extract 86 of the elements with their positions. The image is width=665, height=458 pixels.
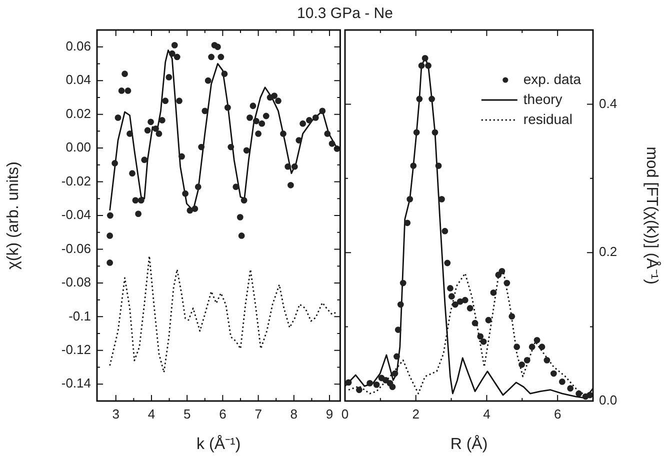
x-tick-label: 6 [554, 406, 562, 422]
point [448, 293, 455, 300]
y2-tick-label: 0.0 [599, 392, 618, 408]
point [504, 280, 510, 286]
point [477, 333, 484, 340]
chart-title: 10.3 GPa - Ne [296, 5, 394, 22]
x-tick-label: 4 [148, 406, 156, 422]
point [508, 313, 516, 320]
point [528, 344, 536, 350]
point [425, 62, 432, 69]
line-series [109, 255, 336, 374]
point [397, 301, 404, 308]
legend-label: exp. data [523, 70, 582, 87]
y2-axis-title: mod [FT(χ(k))] (Å⁻¹) [642, 146, 661, 284]
point [394, 353, 400, 360]
point [538, 344, 546, 350]
y-tick-label: 0.00 [66, 140, 91, 155]
point [435, 162, 442, 169]
point [432, 129, 438, 136]
point [550, 370, 557, 377]
point [452, 301, 458, 308]
point [534, 336, 540, 344]
y-axis-title: χ(k) (arb. units) [5, 162, 22, 270]
point [413, 129, 420, 136]
point [485, 316, 492, 324]
point [410, 162, 417, 169]
point [442, 228, 448, 234]
point [498, 268, 506, 274]
point [544, 356, 550, 364]
x-tick-label: 5 [183, 406, 191, 422]
point [456, 298, 464, 305]
point [524, 356, 530, 364]
point [466, 305, 474, 312]
point [392, 370, 398, 377]
point [444, 260, 451, 266]
point [567, 385, 574, 392]
y-tick-label: -0.06 [61, 240, 91, 256]
x-tick-label: 9 [326, 406, 334, 422]
x-tick-label: 8 [290, 406, 298, 422]
point [518, 361, 525, 368]
point [345, 379, 352, 386]
y-tick-label: -0.04 [61, 207, 91, 222]
y-tick-label: -0.1 [68, 308, 91, 324]
point [462, 296, 468, 304]
point [428, 96, 435, 102]
point [356, 386, 362, 394]
x-tick-label: 0 [341, 406, 349, 422]
y2-tick-label: 0.4 [599, 96, 618, 111]
x-tick-label: 6 [219, 406, 226, 422]
point [382, 377, 389, 384]
point [404, 220, 411, 226]
y-tick-label: -0.08 [61, 274, 91, 290]
point [422, 54, 428, 62]
point [400, 280, 406, 286]
point [438, 196, 445, 202]
legend-label: theory [523, 90, 562, 107]
y-tick-label: -0.14 [61, 376, 91, 391]
y-tick-label: 0.04 [66, 72, 91, 88]
x-tick-label: 7 [254, 406, 262, 422]
point [418, 62, 425, 69]
legend-label: residual [523, 110, 572, 127]
point [447, 285, 454, 292]
point [576, 390, 582, 397]
x-tick-label: 4 [483, 406, 490, 422]
y2-tick-label: 0.2 [599, 244, 618, 260]
y-tick-label: -0.12 [61, 342, 91, 357]
point [514, 344, 520, 350]
point [406, 196, 414, 202]
y-tick-label: -0.02 [61, 173, 91, 188]
point [495, 272, 502, 278]
point [472, 320, 478, 326]
point [586, 392, 593, 398]
point [558, 378, 566, 385]
point [490, 289, 497, 296]
y-tick-label: 0.02 [66, 106, 91, 121]
point [389, 384, 396, 390]
point [366, 380, 373, 386]
x-tick-label: 2 [412, 406, 420, 422]
x-axis-title: R (Å) [450, 434, 488, 453]
point [373, 381, 380, 388]
y-tick-label: 0.06 [66, 38, 91, 54]
point [394, 326, 402, 333]
point [416, 96, 423, 102]
x-axis-title: k (Å⁻¹) [196, 434, 241, 453]
x-tick-label: 3 [112, 406, 120, 422]
point [480, 338, 487, 345]
